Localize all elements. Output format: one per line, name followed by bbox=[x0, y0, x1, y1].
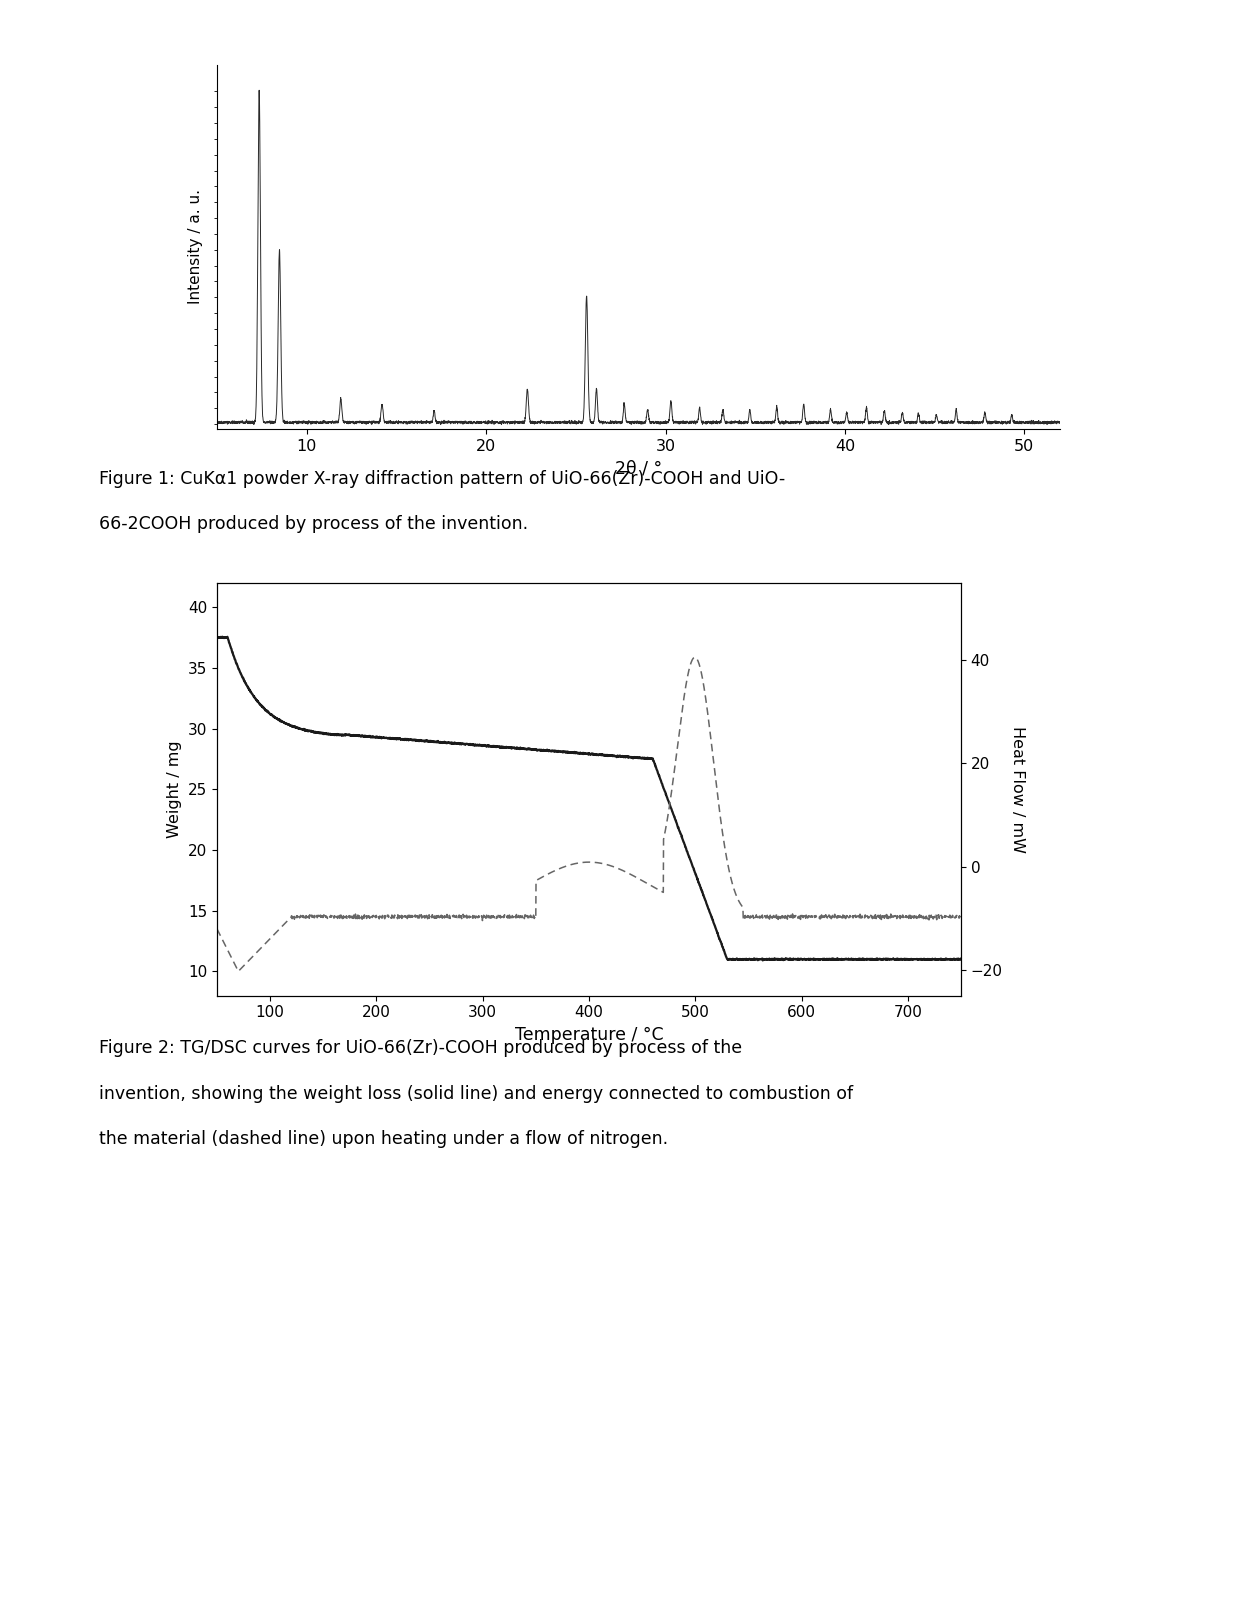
X-axis label: 2θ / °: 2θ / ° bbox=[615, 460, 662, 478]
Y-axis label: Intensity / a. u.: Intensity / a. u. bbox=[188, 189, 203, 304]
Text: the material (dashed line) upon heating under a flow of nitrogen.: the material (dashed line) upon heating … bbox=[99, 1130, 668, 1148]
Y-axis label: Heat Flow / mW: Heat Flow / mW bbox=[1009, 725, 1025, 853]
Text: Figure 1: CuKα1 powder X-ray diffraction pattern of UiO-66(Zr)-COOH and UiO-: Figure 1: CuKα1 powder X-ray diffraction… bbox=[99, 470, 785, 487]
Y-axis label: Weight / mg: Weight / mg bbox=[167, 740, 182, 839]
X-axis label: Temperature / °C: Temperature / °C bbox=[515, 1026, 663, 1044]
Text: 66-2COOH produced by process of the invention.: 66-2COOH produced by process of the inve… bbox=[99, 515, 528, 533]
Text: invention, showing the weight loss (solid line) and energy connected to combusti: invention, showing the weight loss (soli… bbox=[99, 1085, 853, 1103]
Text: Figure 2: TG/DSC curves for UiO-66(Zr)-COOH produced by process of the: Figure 2: TG/DSC curves for UiO-66(Zr)-C… bbox=[99, 1039, 743, 1057]
